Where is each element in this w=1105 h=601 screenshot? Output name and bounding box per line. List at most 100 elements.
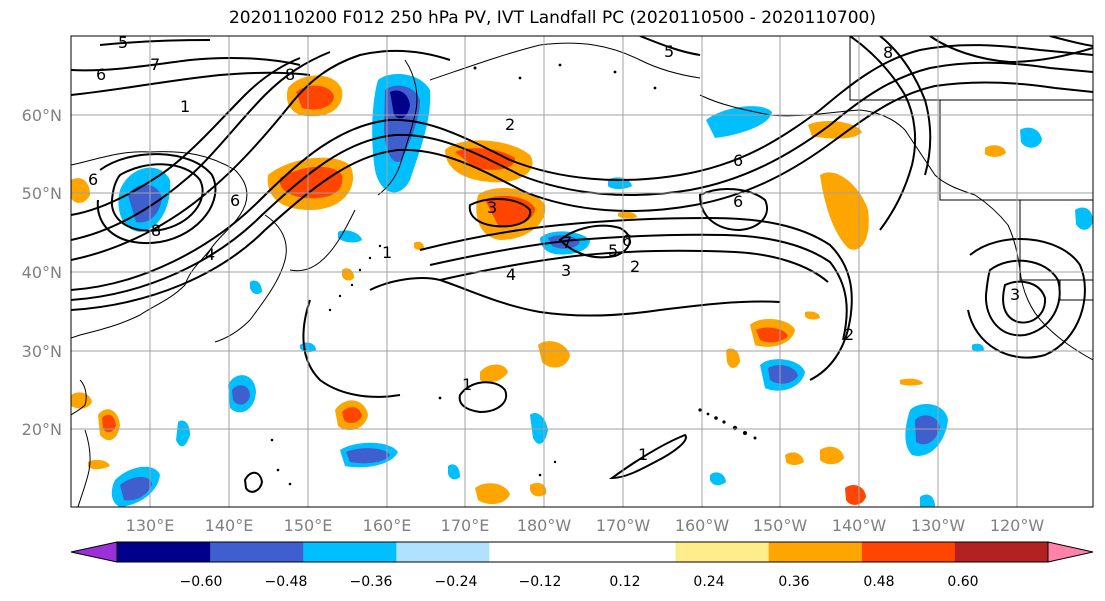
shading-blob — [346, 448, 390, 464]
shading-blob — [900, 378, 923, 386]
colorbar-tick-label: 0.48 — [863, 574, 894, 590]
lon-label: 170°W — [596, 516, 651, 535]
shading-blob — [102, 414, 116, 433]
lon-label: 150°E — [284, 516, 333, 535]
lat-label: 50°N — [22, 184, 62, 203]
shading-blob — [785, 452, 804, 465]
colorbar-segment — [768, 542, 863, 562]
coastline — [289, 209, 356, 272]
colorbar-segment — [303, 542, 397, 562]
contour-line — [71, 71, 311, 96]
colorbar-tick-label: −0.48 — [265, 574, 308, 590]
coastline — [429, 42, 701, 81]
shading-blob — [706, 106, 772, 138]
shading-blob — [1020, 127, 1042, 148]
shading-blob — [120, 476, 152, 501]
shading-blob — [128, 184, 162, 223]
contour-line — [1002, 280, 1047, 324]
shading-blob — [920, 494, 935, 507]
contour-line — [71, 56, 301, 72]
shading-blob — [805, 311, 820, 320]
shading-blob — [338, 230, 362, 243]
colorbar-tick-label: −0.12 — [519, 574, 562, 590]
shading-blob — [820, 446, 844, 465]
longitude-labels: 130°E 140°E 150°E 160°E 170°E 180°W 170°… — [126, 516, 1045, 535]
shading-blob — [232, 385, 250, 405]
lat-label: 30°N — [22, 342, 62, 361]
contour-line — [984, 259, 1061, 337]
shading-blob — [176, 420, 190, 447]
latitude-labels: 60°N 50°N 40°N 30°N 20°N — [22, 106, 62, 439]
lon-label: 170°E — [441, 516, 490, 535]
shading-blob — [726, 348, 740, 368]
contour-line — [71, 61, 1093, 301]
contour-line — [639, 36, 701, 56]
contour-label: 2 — [630, 257, 640, 276]
shading-blob — [1075, 207, 1093, 230]
contour-line — [439, 249, 829, 283]
contour-label: 2 — [844, 325, 854, 344]
coastline — [849, 36, 1093, 101]
shading-blob — [250, 280, 262, 295]
shading-blob — [538, 341, 570, 368]
contour-labels: 5 6 7 8 1 2 6 5 8 6 6 3 7 6 5 4 3 2 6 8 … — [88, 36, 1020, 464]
shading-blob — [342, 407, 362, 424]
contour-line — [96, 153, 217, 245]
contour-line — [243, 471, 264, 493]
coastline — [699, 94, 976, 196]
lon-label: 160°E — [363, 516, 412, 535]
colorbar-extension-high — [1047, 541, 1094, 563]
colorbar — [70, 541, 1094, 563]
shading-blob — [915, 415, 940, 445]
lon-label: 160°W — [675, 516, 730, 535]
contour-label: 3 — [1010, 285, 1020, 304]
shading-blob — [390, 90, 410, 119]
lat-label: 20°N — [22, 420, 62, 439]
lon-label: 150°W — [753, 516, 808, 535]
lon-label: 180°W — [517, 516, 572, 535]
coastline — [71, 379, 87, 416]
coastline — [939, 100, 1093, 201]
colorbar-segment — [954, 542, 1049, 562]
contour-label: 3 — [487, 198, 497, 217]
coastline — [377, 59, 418, 196]
lon-label: 140°E — [205, 516, 254, 535]
colorbar-tick-label: −0.36 — [350, 574, 393, 590]
coastline — [214, 214, 287, 343]
shading-blob — [480, 364, 508, 383]
shading-blob — [414, 241, 424, 250]
colorbar-segment — [396, 542, 490, 562]
lon-label: 120°W — [990, 516, 1045, 535]
contour-line — [110, 163, 204, 232]
colorbar-tick-label: 0.60 — [947, 574, 978, 590]
contour-label: 4 — [205, 245, 215, 264]
contour-label: 4 — [506, 265, 516, 284]
contour-line — [71, 44, 1093, 291]
shading-blob — [71, 392, 92, 409]
lon-label: 130°W — [911, 516, 966, 535]
colorbar-segment — [861, 542, 956, 562]
contour-label: 3 — [561, 261, 571, 280]
contour-label: 6 — [96, 65, 106, 84]
shading-blob — [530, 482, 547, 497]
colorbar-segment — [675, 542, 770, 562]
contour-label: 8 — [285, 65, 295, 84]
colorbar-tick-label: 0.24 — [693, 574, 724, 590]
shading-blob — [768, 365, 798, 384]
colorbar-segment — [117, 542, 211, 562]
lon-label: 130°E — [126, 516, 175, 535]
shading-blob — [475, 483, 510, 505]
coastline — [1019, 200, 1093, 281]
contour-line — [967, 238, 1086, 359]
contour-label: 1 — [382, 243, 392, 262]
colorbar-segment — [489, 542, 583, 562]
contour-label: 8 — [151, 221, 161, 240]
contour-line — [99, 39, 211, 46]
contour-line — [458, 381, 508, 414]
colorbar-tick-label: −0.60 — [180, 574, 223, 590]
shading-blob — [71, 178, 90, 203]
contour-line — [849, 36, 917, 231]
gridlines — [71, 36, 1093, 507]
contour-line — [369, 277, 781, 317]
